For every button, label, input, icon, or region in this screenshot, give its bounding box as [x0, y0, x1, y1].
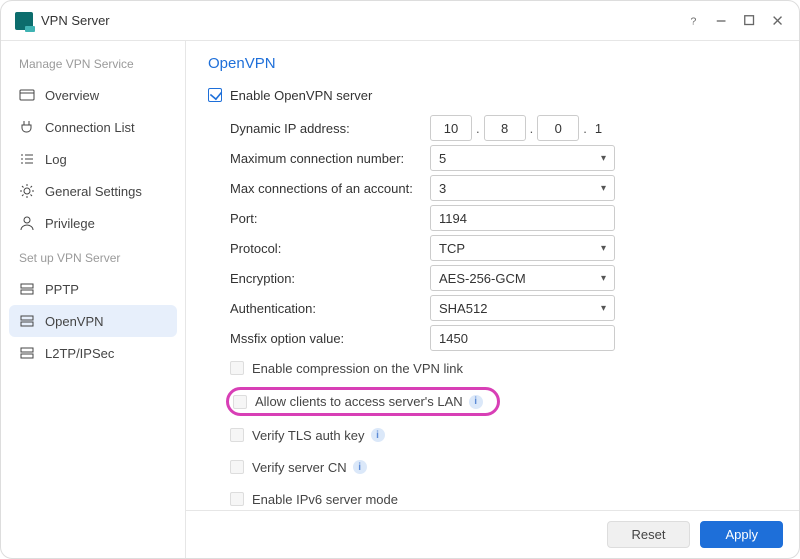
protocol-select[interactable]: TCP▾	[430, 235, 615, 261]
server-icon	[19, 313, 35, 329]
ipv6-label: Enable IPv6 server mode	[252, 492, 398, 507]
ip-octet-1[interactable]: 10	[430, 115, 472, 141]
info-icon[interactable]: i	[469, 395, 483, 409]
protocol-label: Protocol:	[230, 241, 430, 256]
chevron-down-icon: ▾	[601, 153, 606, 164]
ip-octet-4: 1	[591, 121, 606, 136]
sidebar-item-label: OpenVPN	[45, 314, 104, 329]
plug-icon	[19, 119, 35, 135]
dynamic-ip-label: Dynamic IP address:	[230, 121, 430, 136]
auth-select[interactable]: SHA512▾	[430, 295, 615, 321]
sidebar-item-log[interactable]: Log	[1, 143, 185, 175]
verify-tls-checkbox[interactable]	[230, 428, 244, 442]
auth-label: Authentication:	[230, 301, 430, 316]
sidebar-item-overview[interactable]: Overview	[1, 79, 185, 111]
chevron-down-icon: ▾	[601, 183, 606, 194]
chevron-down-icon: ▾	[601, 273, 606, 284]
sidebar-item-label: Privilege	[45, 216, 95, 231]
user-icon	[19, 215, 35, 231]
page-title: OpenVPN	[208, 55, 777, 72]
compression-label: Enable compression on the VPN link	[252, 361, 463, 376]
sidebar-item-general-settings[interactable]: General Settings	[1, 175, 185, 207]
sidebar-section-setup: Set up VPN Server	[1, 245, 185, 273]
main-panel: OpenVPN Enable OpenVPN server Dynamic IP…	[186, 41, 799, 558]
gear-icon	[19, 183, 35, 199]
verify-cn-label: Verify server CN	[252, 460, 347, 475]
sidebar-item-openvpn[interactable]: OpenVPN	[9, 305, 177, 337]
allow-lan-highlight: Allow clients to access server's LAN i	[226, 387, 500, 416]
ip-octet-2[interactable]: 8	[484, 115, 526, 141]
enable-row: Enable OpenVPN server	[208, 82, 777, 108]
verify-tls-label: Verify TLS auth key	[252, 428, 365, 443]
titlebar: VPN Server ?	[1, 1, 799, 41]
minimize-icon[interactable]	[715, 14, 729, 28]
close-icon[interactable]	[771, 14, 785, 28]
enable-openvpn-label: Enable OpenVPN server	[230, 88, 372, 103]
window-controls: ?	[687, 14, 785, 28]
log-icon	[19, 151, 35, 167]
info-icon[interactable]: i	[371, 428, 385, 442]
reset-button[interactable]: Reset	[607, 521, 691, 548]
sidebar-item-label: Connection List	[45, 120, 135, 135]
maximize-icon[interactable]	[743, 14, 757, 28]
max-conn-acct-select[interactable]: 3▾	[430, 175, 615, 201]
enable-openvpn-checkbox[interactable]	[208, 88, 222, 102]
max-conn-label: Maximum connection number:	[230, 151, 430, 166]
sidebar-item-label: L2TP/IPSec	[45, 346, 114, 361]
server-icon	[19, 345, 35, 361]
server-icon	[19, 281, 35, 297]
info-icon[interactable]: i	[353, 460, 367, 474]
allow-lan-checkbox[interactable]	[233, 395, 247, 409]
dynamic-ip-group: 10. 8. 0. 1	[430, 115, 606, 141]
chevron-down-icon: ▾	[601, 303, 606, 314]
max-conn-select[interactable]: 5▾	[430, 145, 615, 171]
app-icon	[15, 12, 33, 30]
verify-cn-checkbox[interactable]	[230, 460, 244, 474]
compression-checkbox[interactable]	[230, 361, 244, 375]
sidebar-item-connection-list[interactable]: Connection List	[1, 111, 185, 143]
window-title: VPN Server	[41, 13, 110, 28]
sidebar-item-pptp[interactable]: PPTP	[1, 273, 185, 305]
ipv6-checkbox[interactable]	[230, 492, 244, 506]
sidebar: Manage VPN Service Overview Connection L…	[1, 41, 186, 558]
apply-button[interactable]: Apply	[700, 521, 783, 548]
chevron-down-icon: ▾	[601, 243, 606, 254]
max-conn-acct-label: Max connections of an account:	[230, 181, 430, 196]
mssfix-label: Mssfix option value:	[230, 331, 430, 346]
footer: Reset Apply	[186, 510, 799, 558]
port-input[interactable]: 1194	[430, 205, 615, 231]
overview-icon	[19, 87, 35, 103]
help-icon[interactable]: ?	[687, 14, 701, 28]
encryption-select[interactable]: AES-256-GCM▾	[430, 265, 615, 291]
sidebar-item-l2tp[interactable]: L2TP/IPSec	[1, 337, 185, 369]
sidebar-item-label: PPTP	[45, 282, 79, 297]
mssfix-input[interactable]: 1450	[430, 325, 615, 351]
sidebar-item-label: Log	[45, 152, 67, 167]
encryption-label: Encryption:	[230, 271, 430, 286]
sidebar-item-privilege[interactable]: Privilege	[1, 207, 185, 239]
sidebar-section-manage: Manage VPN Service	[1, 51, 185, 79]
ip-octet-3[interactable]: 0	[537, 115, 579, 141]
svg-text:?: ?	[691, 15, 697, 27]
port-label: Port:	[230, 211, 430, 226]
sidebar-item-label: Overview	[45, 88, 99, 103]
allow-lan-label: Allow clients to access server's LAN	[255, 394, 463, 409]
sidebar-item-label: General Settings	[45, 184, 142, 199]
